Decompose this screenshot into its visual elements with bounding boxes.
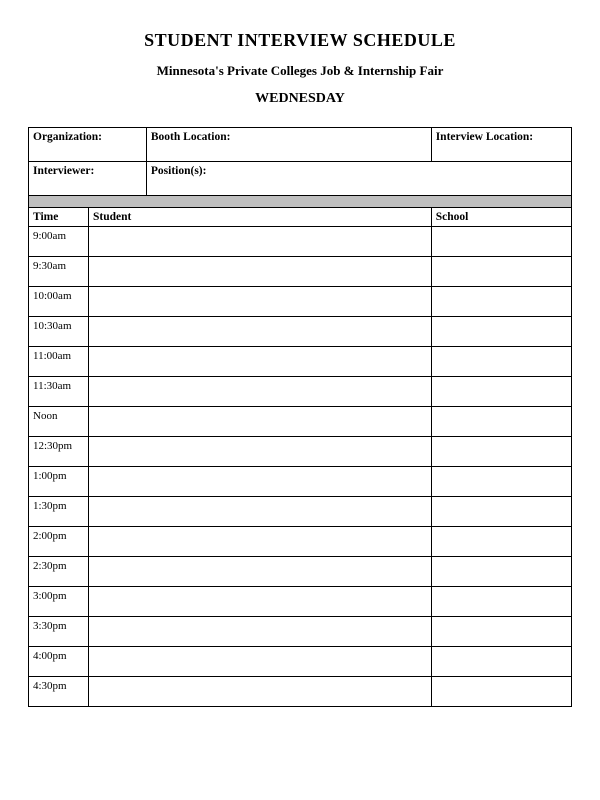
student-cell bbox=[89, 227, 432, 257]
table-row: 1:00pm bbox=[29, 467, 572, 497]
student-cell bbox=[89, 347, 432, 377]
time-cell: 3:00pm bbox=[29, 587, 89, 617]
info-row-2: Interviewer: Position(s): bbox=[29, 162, 572, 196]
table-row: 10:00am bbox=[29, 287, 572, 317]
student-cell bbox=[89, 557, 432, 587]
school-cell bbox=[431, 527, 571, 557]
time-cell: 1:00pm bbox=[29, 467, 89, 497]
time-cell: Noon bbox=[29, 407, 89, 437]
student-cell bbox=[89, 407, 432, 437]
student-cell bbox=[89, 527, 432, 557]
table-row: 11:00am bbox=[29, 347, 572, 377]
school-cell bbox=[431, 677, 571, 707]
school-cell bbox=[431, 227, 571, 257]
school-cell bbox=[431, 497, 571, 527]
info-row-1: Organization: Booth Location: Interview … bbox=[29, 128, 572, 162]
school-column-header: School bbox=[431, 208, 571, 227]
page-subtitle: Minnesota's Private Colleges Job & Inter… bbox=[28, 63, 572, 79]
school-cell bbox=[431, 467, 571, 497]
school-cell bbox=[431, 647, 571, 677]
page-title: STUDENT INTERVIEW SCHEDULE bbox=[28, 30, 572, 51]
table-row: 11:30am bbox=[29, 377, 572, 407]
table-row: 4:30pm bbox=[29, 677, 572, 707]
school-cell bbox=[431, 407, 571, 437]
table-row: 3:30pm bbox=[29, 617, 572, 647]
time-cell: 2:30pm bbox=[29, 557, 89, 587]
organization-field: Organization: bbox=[29, 128, 147, 162]
time-cell: 9:00am bbox=[29, 227, 89, 257]
school-cell bbox=[431, 257, 571, 287]
time-cell: 10:30am bbox=[29, 317, 89, 347]
table-row: 10:30am bbox=[29, 317, 572, 347]
time-cell: 2:00pm bbox=[29, 527, 89, 557]
school-cell bbox=[431, 317, 571, 347]
school-cell bbox=[431, 347, 571, 377]
table-row: 1:30pm bbox=[29, 497, 572, 527]
time-cell: 11:30am bbox=[29, 377, 89, 407]
table-row: 2:00pm bbox=[29, 527, 572, 557]
student-cell bbox=[89, 287, 432, 317]
student-cell bbox=[89, 437, 432, 467]
student-cell bbox=[89, 257, 432, 287]
student-cell bbox=[89, 467, 432, 497]
column-header-row: Time Student School bbox=[29, 208, 572, 227]
student-cell bbox=[89, 377, 432, 407]
time-cell: 4:00pm bbox=[29, 647, 89, 677]
positions-field: Position(s): bbox=[146, 162, 571, 196]
interview-location-field: Interview Location: bbox=[431, 128, 571, 162]
school-cell bbox=[431, 437, 571, 467]
student-cell bbox=[89, 647, 432, 677]
interviewer-field: Interviewer: bbox=[29, 162, 147, 196]
table-row: 2:30pm bbox=[29, 557, 572, 587]
school-cell bbox=[431, 377, 571, 407]
table-row: 3:00pm bbox=[29, 587, 572, 617]
booth-location-field: Booth Location: bbox=[146, 128, 431, 162]
table-row: 9:30am bbox=[29, 257, 572, 287]
table-row: 9:00am bbox=[29, 227, 572, 257]
slots-body: 9:00am9:30am10:00am10:30am11:00am11:30am… bbox=[29, 227, 572, 707]
table-row: 4:00pm bbox=[29, 647, 572, 677]
school-cell bbox=[431, 557, 571, 587]
time-cell: 4:30pm bbox=[29, 677, 89, 707]
time-cell: 1:30pm bbox=[29, 497, 89, 527]
school-cell bbox=[431, 587, 571, 617]
spacer-row bbox=[29, 196, 572, 208]
table-row: 12:30pm bbox=[29, 437, 572, 467]
student-cell bbox=[89, 677, 432, 707]
student-column-header: Student bbox=[89, 208, 432, 227]
time-cell: 11:00am bbox=[29, 347, 89, 377]
time-column-header: Time bbox=[29, 208, 89, 227]
spacer-cell bbox=[29, 196, 572, 208]
student-cell bbox=[89, 587, 432, 617]
school-cell bbox=[431, 287, 571, 317]
school-cell bbox=[431, 617, 571, 647]
time-cell: 12:30pm bbox=[29, 437, 89, 467]
time-cell: 9:30am bbox=[29, 257, 89, 287]
day-heading: WEDNESDAY bbox=[28, 91, 572, 107]
table-row: Noon bbox=[29, 407, 572, 437]
student-cell bbox=[89, 497, 432, 527]
time-cell: 10:00am bbox=[29, 287, 89, 317]
student-cell bbox=[89, 617, 432, 647]
student-cell bbox=[89, 317, 432, 347]
time-cell: 3:30pm bbox=[29, 617, 89, 647]
schedule-table: Organization: Booth Location: Interview … bbox=[28, 127, 572, 707]
